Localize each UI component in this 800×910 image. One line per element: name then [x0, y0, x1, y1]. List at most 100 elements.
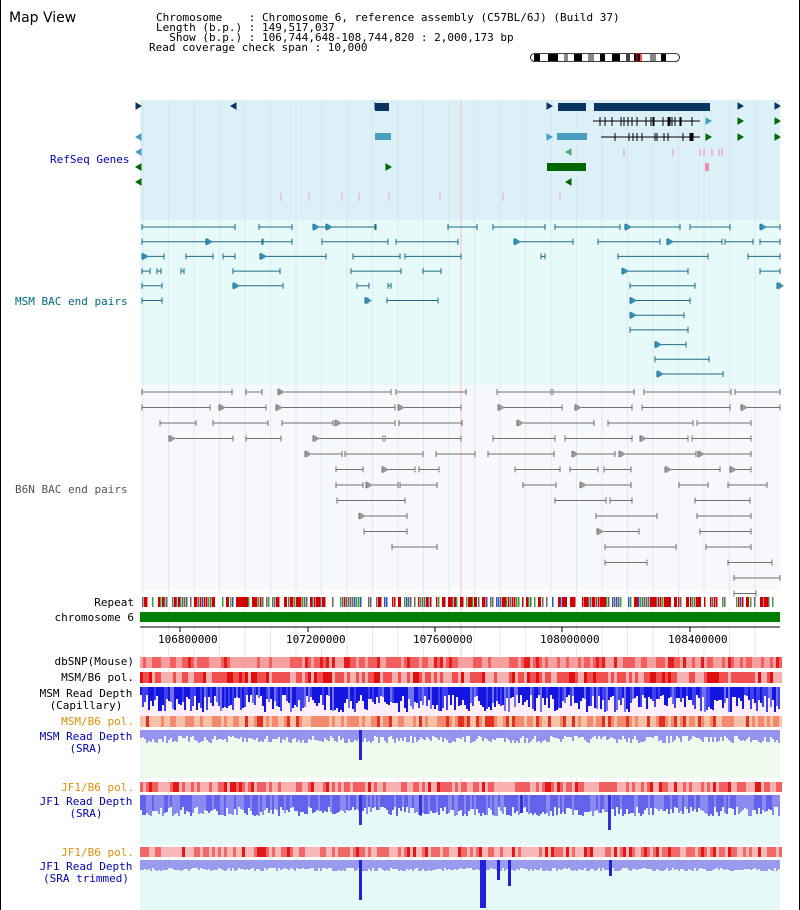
msm-cap-depth: [488, 687, 490, 707]
pol-strip: [242, 716, 245, 727]
pol-strip: [749, 847, 752, 857]
pol-strip: [365, 847, 368, 857]
repeat-mark: [704, 597, 706, 607]
msm-sra-peak: [359, 730, 362, 760]
dbsnp-strip: [416, 657, 419, 668]
jf1-sra-depth: [746, 795, 748, 809]
pol-strip: [521, 672, 524, 683]
msm-cap-depth: [544, 687, 546, 705]
msm-sra-depth: [210, 730, 212, 743]
jf1-sra-depth: [266, 795, 268, 808]
pol-strip: [149, 782, 152, 792]
pol-strip: [383, 672, 386, 683]
pol-strip: [701, 716, 704, 727]
repeat-mark: [424, 597, 426, 607]
jf1-sra-depth: [200, 795, 202, 813]
repeat-mark: [538, 597, 541, 607]
repeat-mark: [274, 597, 276, 607]
dbsnp-strip: [644, 657, 647, 668]
msm-sra-depth: [550, 730, 552, 736]
msm-cap-depth: [528, 687, 530, 707]
pol-strip: [620, 847, 623, 857]
pol-strip: [635, 672, 638, 683]
pol-strip: [302, 847, 305, 857]
pol-strip: [632, 782, 635, 792]
repeat-mark: [178, 597, 181, 607]
msm-cap-depth: [270, 687, 272, 699]
dbsnp-strip: [314, 657, 317, 668]
jf1-sra-depth: [190, 795, 192, 816]
pol-strip: [611, 672, 614, 683]
pol-strip: [743, 847, 746, 857]
msm-sra-depth: [390, 730, 392, 736]
pol-strip: [704, 716, 707, 727]
jf1-sra-depth: [442, 795, 444, 811]
jf1-sra-depth: [278, 795, 280, 816]
msm-sra-depth: [634, 730, 636, 736]
msm-sra-depth: [232, 730, 234, 736]
msm-cap-depth: [224, 687, 226, 707]
msm-cap-depth: [534, 687, 536, 711]
jf1-sra-depth: [714, 795, 716, 807]
pol-strip: [296, 672, 299, 683]
msm-sra-depth: [416, 730, 418, 742]
pol-strip: [698, 716, 701, 727]
jf1-sra-depth: [370, 795, 372, 812]
pol-strip: [482, 782, 485, 792]
msm-sra-depth: [674, 730, 676, 740]
msm-sra-depth: [596, 730, 598, 739]
msm-cap-depth: [350, 687, 352, 701]
msm-cap-depth: [420, 687, 422, 701]
jf1-sra-depth: [436, 795, 438, 812]
dbsnp-strip: [140, 657, 143, 668]
jf1-sra-depth: [602, 795, 604, 809]
jf1-trim-depth: [208, 860, 210, 869]
pol-strip: [383, 782, 386, 792]
msm-sra-depth: [164, 730, 166, 736]
pol-strip: [530, 782, 533, 792]
track-label-refseq[interactable]: RefSeq Genes: [50, 153, 130, 166]
msm-sra-depth: [404, 730, 406, 737]
pol-strip: [254, 672, 257, 683]
jf1-sra-depth: [550, 795, 552, 811]
repeat-mark: [182, 597, 184, 607]
pol-strip: [272, 672, 275, 683]
repeat-mark: [512, 597, 514, 607]
dbsnp-strip: [233, 657, 236, 668]
pol-strip: [551, 716, 554, 727]
ideogram-icon[interactable]: [530, 53, 680, 62]
pol-strip: [230, 782, 233, 792]
dbsnp-strip: [461, 657, 464, 668]
jf1-sra-depth: [676, 795, 678, 808]
msm-sra-depth: [256, 730, 258, 738]
pol-strip: [299, 672, 302, 683]
msm-cap-depth: [732, 687, 734, 697]
dbsnp-strip: [548, 657, 551, 668]
jf1-trim-depth: [454, 860, 456, 869]
track-label-msm-bac[interactable]: MSM BAC end pairs: [15, 295, 128, 308]
pol-strip: [404, 672, 407, 683]
dbsnp-strip: [524, 657, 527, 668]
pol-strip: [404, 782, 407, 792]
msm-sra-depth: [410, 730, 412, 736]
jf1-trim-depth: [410, 860, 412, 869]
repeat-mark: [558, 597, 561, 607]
msm-cap-depth: [400, 687, 402, 701]
jf1-trim-depth: [544, 860, 546, 871]
jf1-sra-depth: [630, 795, 632, 813]
jf1-trim-depth: [406, 860, 408, 869]
track-label-b6n-bac[interactable]: B6N BAC end pairs: [15, 483, 128, 496]
pol-strip: [479, 672, 482, 683]
msm-cap-depth: [678, 687, 680, 698]
pol-strip: [332, 716, 335, 727]
msm-sra-depth: [328, 730, 330, 741]
pol-strip: [596, 847, 599, 857]
pol-strip: [284, 716, 287, 727]
msm-bac-arrow: [630, 311, 637, 320]
msm-cap-depth: [158, 687, 160, 711]
pol-strip: [353, 847, 356, 857]
pol-strip: [533, 716, 536, 727]
repeat-mark: [542, 597, 544, 607]
dbsnp-strip: [689, 657, 692, 668]
